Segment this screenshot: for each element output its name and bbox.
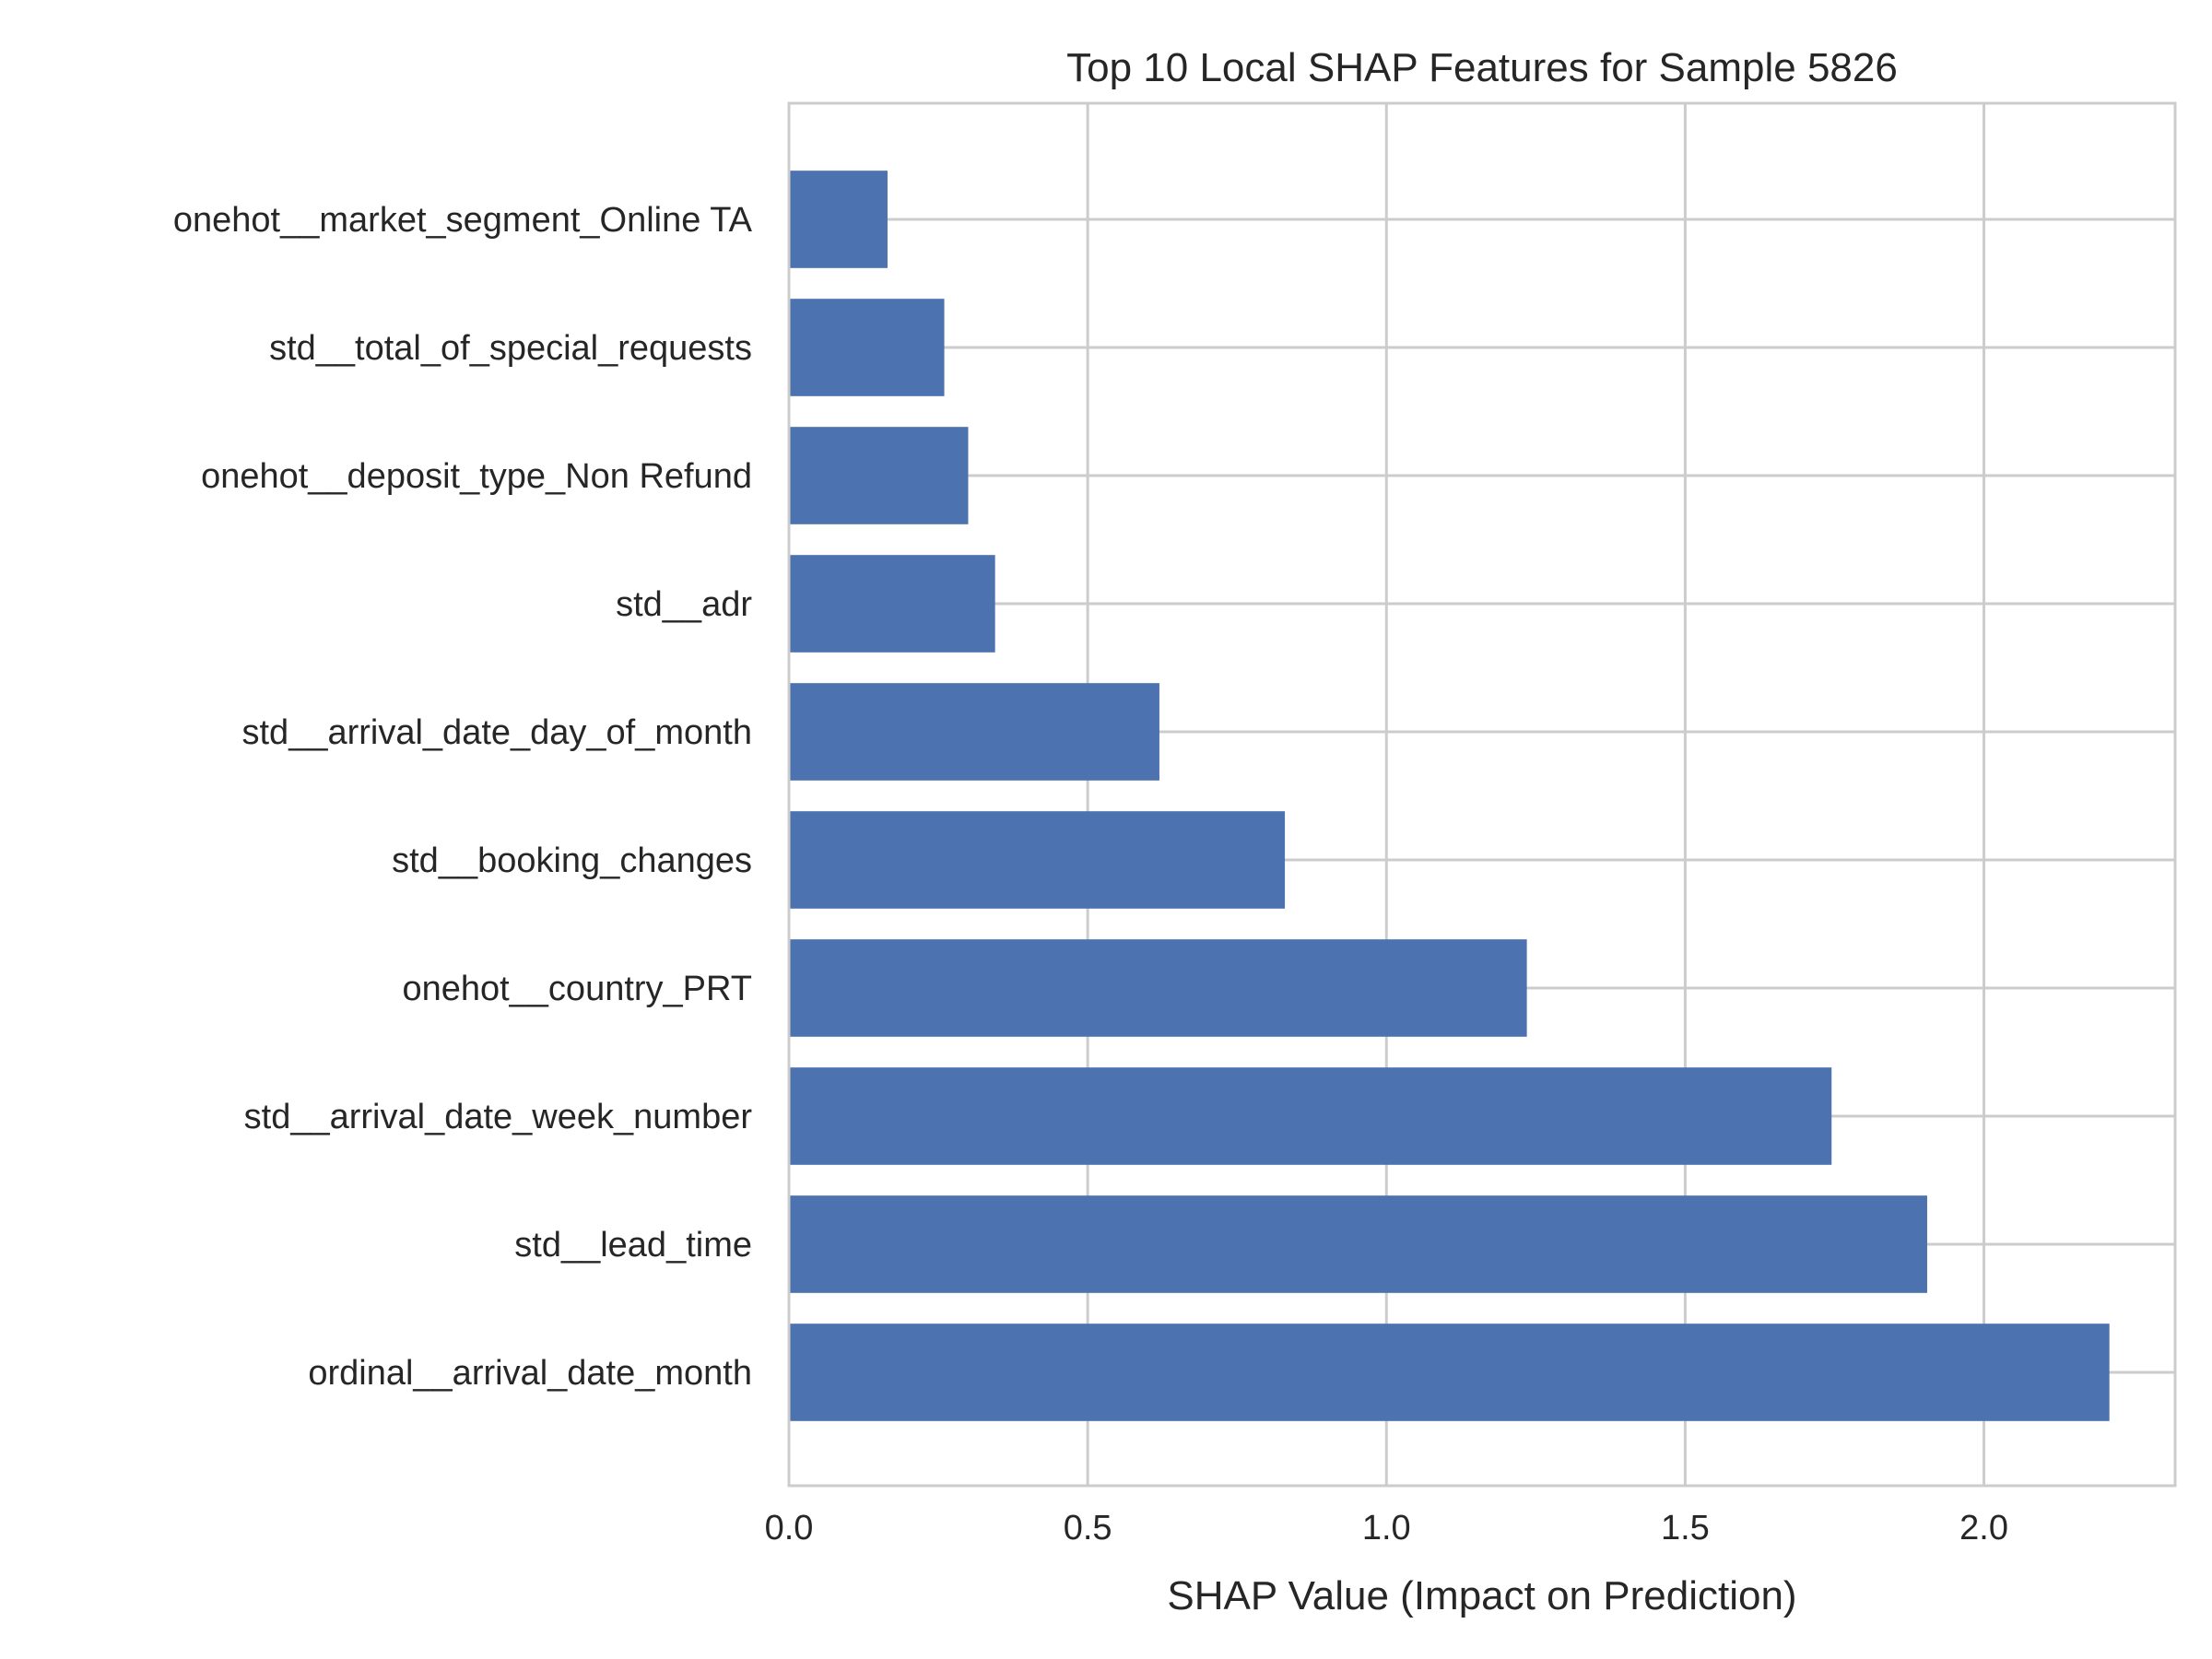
bar (789, 683, 1159, 781)
bar (789, 1195, 1927, 1293)
y-tick-label: std__arrival_date_week_number (244, 1098, 753, 1136)
y-tick-labels: onehot__market_segment_Online TA std__tot… (173, 201, 753, 1393)
chart-title: Top 10 Local SHAP Features for Sample 58… (1066, 45, 1898, 90)
x-tick-label: 0.5 (1064, 1509, 1112, 1547)
plot-frame (787, 101, 2177, 1488)
x-tick-label: 0.0 (765, 1509, 814, 1547)
bar-layer (789, 171, 2110, 1421)
y-tick-label: std__adr (616, 585, 752, 624)
y-tick-label: std__lead_time (514, 1226, 752, 1265)
bar (789, 171, 888, 268)
bar (789, 811, 1286, 909)
x-tick-label: 1.0 (1362, 1509, 1411, 1547)
y-tick-label: std__total_of_special_requests (269, 329, 752, 368)
y-tick-label: ordinal__arrival_date_month (308, 1354, 752, 1393)
x-tick-label: 1.5 (1661, 1509, 1710, 1547)
bar (789, 427, 969, 524)
y-tick-label: onehot__market_segment_Online TA (173, 201, 753, 240)
y-tick-label: onehot__country_PRT (402, 970, 752, 1008)
bar (789, 299, 945, 396)
bar (789, 939, 1527, 1037)
bar (789, 1324, 2110, 1421)
bar (789, 555, 995, 653)
y-tick-label: std__arrival_date_day_of_month (242, 713, 753, 752)
y-tick-label: std__booking_changes (392, 841, 752, 880)
y-tick-label: onehot__deposit_type_Non Refund (201, 457, 752, 496)
bar (789, 1067, 1832, 1165)
x-tick-label: 2.0 (1959, 1509, 2008, 1547)
x-tick-labels: 0.0 0.5 1.0 1.5 2.0 (765, 1509, 2008, 1547)
x-axis-label: SHAP Value (Impact on Prediction) (1167, 1573, 1796, 1618)
